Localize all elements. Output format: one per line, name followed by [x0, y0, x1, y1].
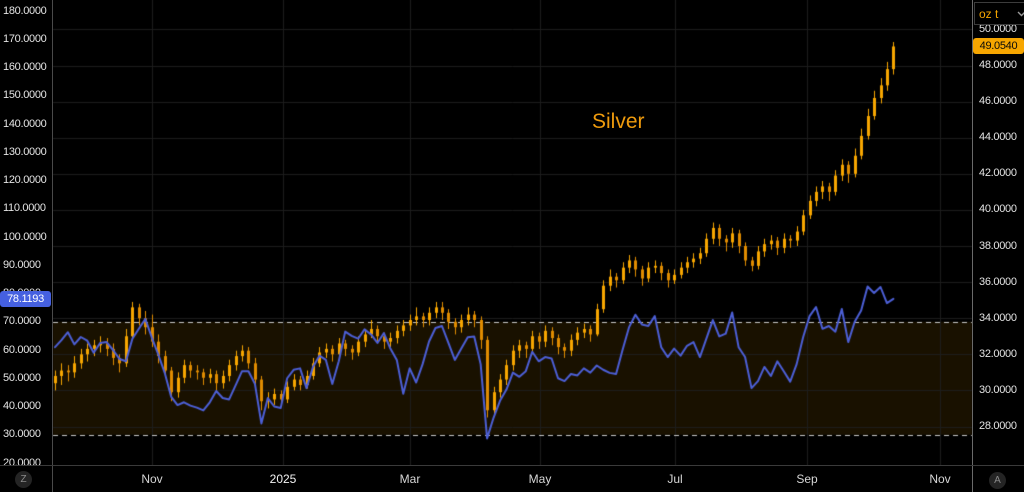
time-axis-label: Mar — [399, 472, 421, 486]
unit-label: oz t — [979, 6, 999, 21]
time-axis-label: 2025 — [269, 472, 297, 486]
axis-tick-label: 46.0000 — [979, 95, 1017, 108]
axis-tick-label: 30.0000 — [3, 428, 41, 441]
axis-tick-label: 150.0000 — [3, 89, 47, 102]
axis-tick-label: 120.0000 — [3, 174, 47, 186]
axis-tick-label: 38.0000 — [979, 239, 1017, 252]
silver-last-price-badge: 49.0540 — [973, 38, 1024, 55]
right-axis-separator — [972, 0, 973, 492]
axis-tick-label: 130.0000 — [3, 145, 47, 158]
axis-tick-label: 50.0000 — [3, 371, 41, 384]
axis-tick-label: 40.0000 — [3, 400, 41, 412]
time-axis-label: Jul — [667, 472, 683, 486]
axis-tick-label: 30.0000 — [979, 383, 1017, 396]
axis-tick-label: 170.0000 — [3, 32, 47, 45]
axis-tick-label: 60.0000 — [3, 343, 41, 356]
chevron-down-icon — [1017, 11, 1024, 16]
time-axis-separator — [0, 465, 1024, 466]
time-axis[interactable]: Nov 2025 Mar May Jul Sep Nov — [0, 466, 1024, 492]
axis-tick-label: 110.0000 — [3, 202, 46, 215]
axis-tick-label: 34.0000 — [979, 311, 1017, 324]
axis-tick-label: 36.0000 — [979, 275, 1017, 288]
axis-tick-label: 50.0000 — [979, 22, 1017, 35]
blue-series-last-price-badge: 78.1193 — [0, 290, 51, 307]
axis-tick-label: 48.0000 — [979, 59, 1017, 71]
zoom-mode-badge[interactable]: Z — [15, 471, 32, 488]
axis-tick-label: 160.0000 — [3, 61, 47, 73]
time-axis-label: May — [528, 472, 552, 486]
axis-tick-label: 28.0000 — [979, 420, 1017, 432]
price-plot[interactable] — [0, 0, 1024, 465]
right-price-axis[interactable]: 49.0540 50.0000 48.0000 46.0000 44.0000 42.0… — [973, 0, 1024, 465]
axis-tick-label: 180.0000 — [3, 4, 47, 17]
axis-tick-label: 100.0000 — [3, 230, 47, 243]
axis-tick-label: 40.0000 — [979, 203, 1017, 216]
unit-dropdown[interactable]: oz t — [974, 2, 1024, 25]
axis-tick-label: 140.0000 — [3, 117, 47, 130]
time-axis-label: Nov — [929, 472, 951, 486]
axis-tick-label: 32.0000 — [979, 347, 1017, 360]
axis-tick-label: 44.0000 — [979, 131, 1017, 144]
axis-tick-label: 70.0000 — [3, 315, 41, 328]
left-price-axis[interactable]: 78.1193 180.0000 170.0000 160.0000 150.0000… — [0, 0, 52, 469]
time-axis-label: Nov — [141, 472, 163, 486]
axis-tick-label: 90.0000 — [3, 258, 41, 271]
time-axis-label: Sep — [796, 472, 818, 486]
axis-tick-label: 42.0000 — [979, 167, 1017, 180]
instrument-label: Silver — [592, 110, 645, 133]
left-axis-separator — [52, 0, 53, 492]
annotate-mode-badge[interactable]: A — [989, 472, 1006, 489]
